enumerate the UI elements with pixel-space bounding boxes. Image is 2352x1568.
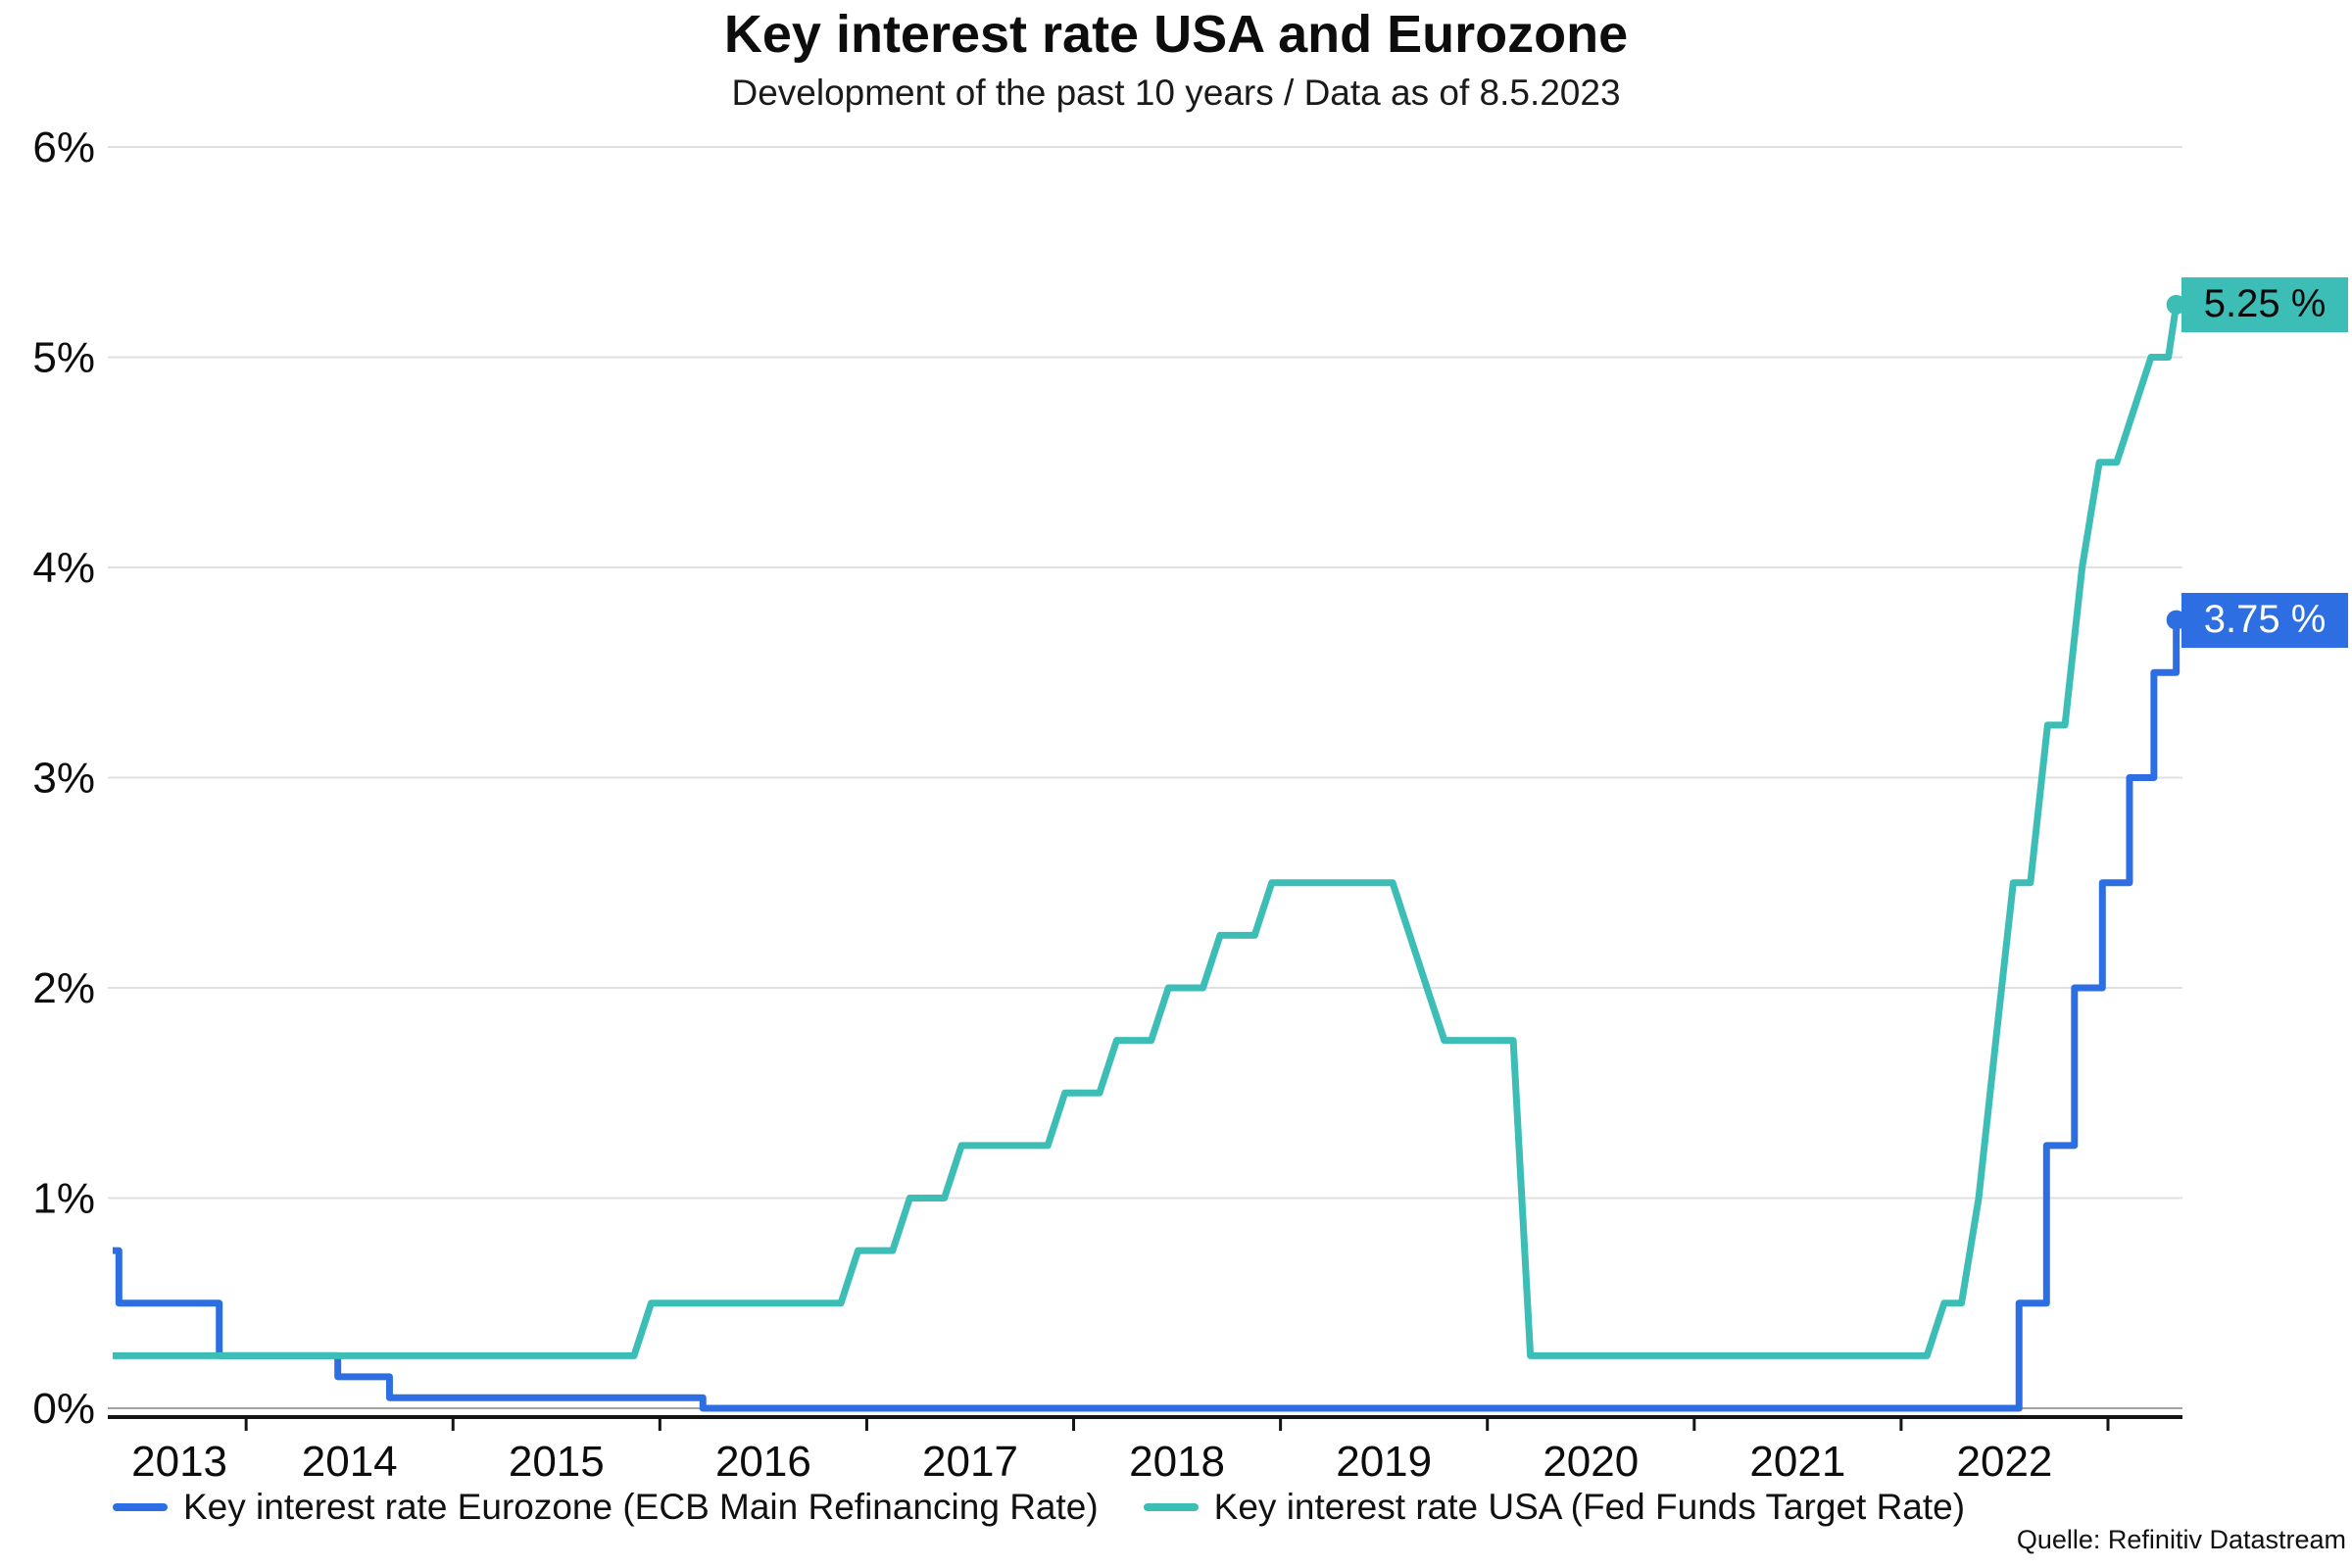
x-tick-label-2018: 2018: [1129, 1438, 1225, 1486]
eurozone-end-value-badge: 3.75 %: [2181, 592, 2348, 648]
y-tick-label-6: 6%: [32, 123, 95, 172]
x-tick-label-2021: 2021: [1749, 1438, 1845, 1486]
x-tick-label-2020: 2020: [1543, 1438, 1639, 1486]
legend-item-usa: Key interest rate USA (Fed Funds Target …: [1143, 1487, 1966, 1528]
eurozone-line-swatch-icon: [113, 1503, 168, 1511]
legend-label-eurozone: Key interest rate Eurozone (ECB Main Ref…: [183, 1487, 1099, 1527]
x-tick-label-2019: 2019: [1336, 1438, 1432, 1486]
x-tick-label-2015: 2015: [509, 1438, 605, 1486]
usa-end-value-badge: 5.25 %: [2181, 276, 2348, 332]
legend-label-usa: Key interest rate USA (Fed Funds Target …: [1213, 1487, 1966, 1527]
chart-title: Key interest rate USA and Eurozone: [723, 5, 1629, 64]
eurozone-line: [113, 619, 2180, 1412]
eurozone-end-dot: [2166, 610, 2186, 630]
usa-end-dot: [2166, 294, 2186, 315]
legend: Key interest rate Eurozone (ECB Main Ref…: [113, 1484, 1965, 1531]
y-tick-label-3: 3%: [32, 755, 95, 803]
y-tick-label-0: 0%: [32, 1385, 95, 1433]
x-tick-label-2022: 2022: [1957, 1438, 2053, 1486]
legend-item-eurozone: Key interest rate Eurozone (ECB Main Ref…: [113, 1487, 1099, 1528]
x-tick-label-2016: 2016: [715, 1438, 811, 1486]
usa-line: [113, 304, 2180, 1359]
y-tick-label-1: 1%: [32, 1175, 95, 1223]
y-tick-label-2: 2%: [32, 964, 95, 1012]
usa-line-swatch-icon: [1143, 1503, 1199, 1511]
source-credit: Quelle: Refinitiv Datastream: [2016, 1525, 2346, 1554]
chart-subtitle: Development of the past 10 years / Data …: [731, 73, 1621, 113]
x-tick-label-2013: 2013: [131, 1438, 227, 1486]
y-tick-label-4: 4%: [32, 544, 95, 592]
x-tick-label-2017: 2017: [922, 1438, 1018, 1486]
x-tick-label-2014: 2014: [302, 1438, 398, 1486]
y-tick-label-5: 5%: [32, 334, 95, 382]
